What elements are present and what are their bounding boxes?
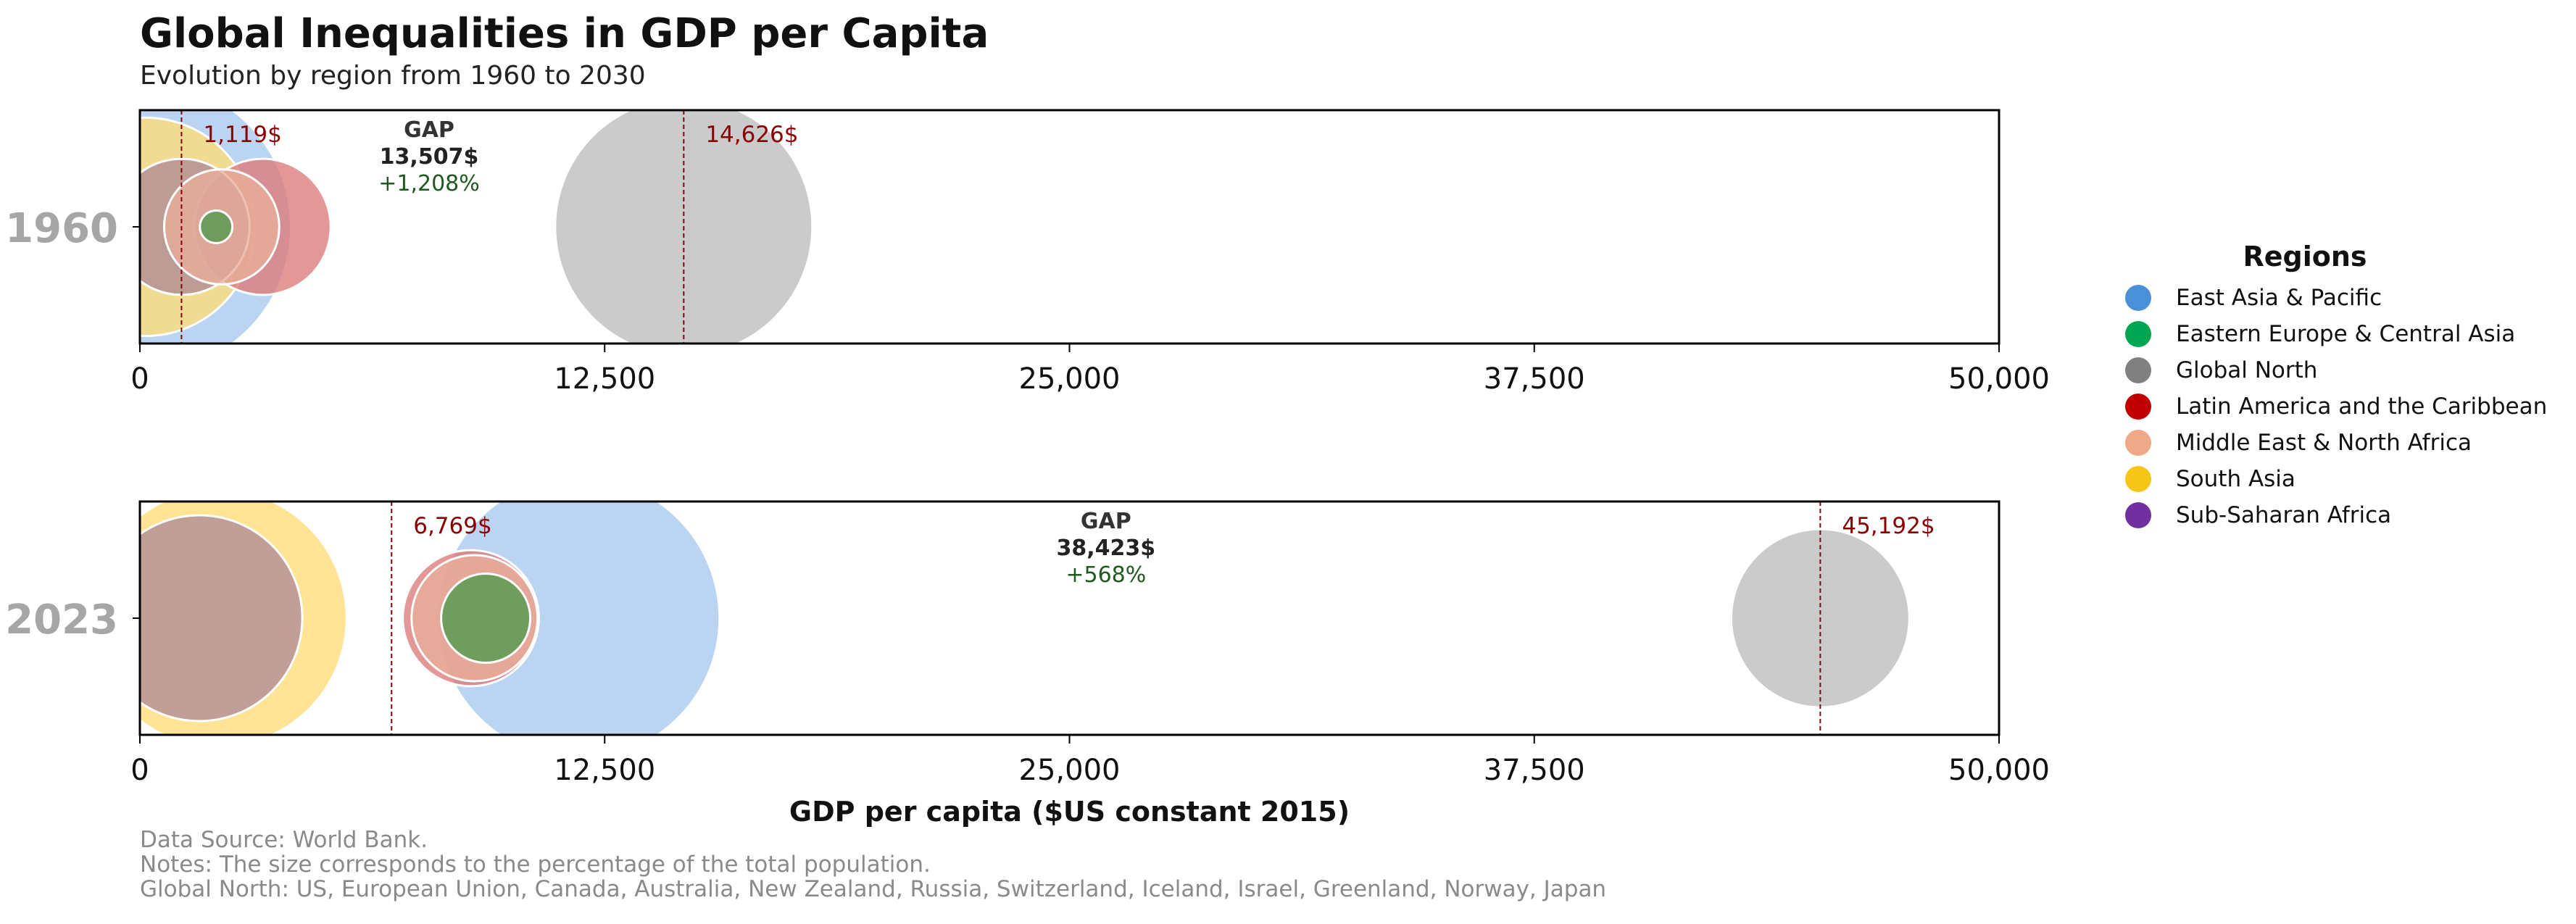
bubbles bbox=[140, 110, 814, 344]
legend-swatch bbox=[2125, 394, 2151, 420]
x-tick-label: 37,500 bbox=[1484, 754, 1585, 787]
legend-item: East Asia & Pacific bbox=[2116, 280, 2566, 316]
year-label: 1960 bbox=[5, 205, 118, 252]
legend-swatch bbox=[2125, 502, 2151, 528]
x-axis-label: GDP per capita ($US constant 2015) bbox=[789, 796, 1350, 828]
legend-items: East Asia & Pacific Eastern Europe & Cent… bbox=[2116, 280, 2566, 533]
global-north-note: Global North: US, European Union, Canada… bbox=[140, 876, 1607, 902]
bubble-sub-saharan-africa bbox=[140, 514, 304, 723]
legend-item: Eastern Europe & Central Asia bbox=[2116, 316, 2566, 352]
legend-swatch bbox=[2125, 321, 2151, 347]
bubbles bbox=[140, 501, 1911, 735]
chart-title: Global Inequalities in GDP per Capita bbox=[140, 10, 989, 57]
legend-label: Latin America and the Caribbean bbox=[2176, 394, 2548, 420]
legend-label: South Asia bbox=[2176, 466, 2295, 492]
legend-label: Eastern Europe & Central Asia bbox=[2176, 321, 2516, 347]
x-tick-label: 25,000 bbox=[1019, 754, 1121, 787]
chart-subtitle: Evolution by region from 1960 to 2030 bbox=[140, 61, 646, 91]
legend-item: South Asia bbox=[2116, 461, 2566, 497]
legend-item: Global North bbox=[2116, 352, 2566, 388]
legend-label: Global North bbox=[2176, 357, 2318, 383]
x-tick-label: 50,000 bbox=[1948, 362, 2050, 396]
min-label: 6,769$ bbox=[413, 513, 491, 539]
legend-title: Regions bbox=[2243, 241, 2367, 272]
x-tick-label: 12,500 bbox=[554, 754, 655, 787]
x-tick-label: 0 bbox=[130, 754, 149, 787]
x-tick-label: 12,500 bbox=[554, 362, 655, 396]
x-tick-label: 50,000 bbox=[1948, 754, 2050, 787]
x-tick-label: 37,500 bbox=[1484, 362, 1585, 396]
legend-item: Latin America and the Caribbean bbox=[2116, 388, 2566, 425]
legend-label: Sub-Saharan Africa bbox=[2176, 502, 2392, 528]
data-source-note: Data Source: World Bank. bbox=[140, 827, 428, 853]
year-label: 2023 bbox=[5, 596, 118, 644]
legend-label: Middle East & North Africa bbox=[2176, 430, 2472, 456]
legend-swatch bbox=[2125, 430, 2151, 456]
notes: Data Source: World Bank. Notes: The size… bbox=[140, 828, 1606, 902]
legend-swatch bbox=[2125, 466, 2151, 492]
max-label: 45,192$ bbox=[1842, 513, 1935, 539]
gap-value: 13,507$ bbox=[380, 144, 479, 170]
legend-label: East Asia & Pacific bbox=[2176, 285, 2382, 311]
gap-percent: +1,208% bbox=[378, 171, 480, 196]
gap-percent: +568% bbox=[1065, 562, 1146, 588]
x-tick-label: 25,000 bbox=[1019, 362, 1121, 396]
legend-item: Sub-Saharan Africa bbox=[2116, 497, 2566, 533]
gap-title: GAP bbox=[404, 117, 454, 143]
legend-swatch bbox=[2125, 285, 2151, 311]
bubble-eastern-europe-central-asia bbox=[199, 209, 234, 244]
min-label: 1,119$ bbox=[203, 122, 281, 148]
gap-value: 38,423$ bbox=[1056, 536, 1155, 561]
legend-item: Middle East & North Africa bbox=[2116, 425, 2566, 461]
size-note: Notes: The size corresponds to the perce… bbox=[140, 852, 931, 878]
max-label: 14,626$ bbox=[705, 122, 798, 148]
legend: Regions East Asia & Pacific Eastern Europ… bbox=[2116, 241, 2566, 533]
legend-swatch bbox=[2125, 357, 2151, 383]
gap-title: GAP bbox=[1081, 509, 1131, 534]
x-tick-label: 0 bbox=[130, 362, 149, 396]
bubble-eastern-europe-central-asia bbox=[440, 573, 532, 664]
